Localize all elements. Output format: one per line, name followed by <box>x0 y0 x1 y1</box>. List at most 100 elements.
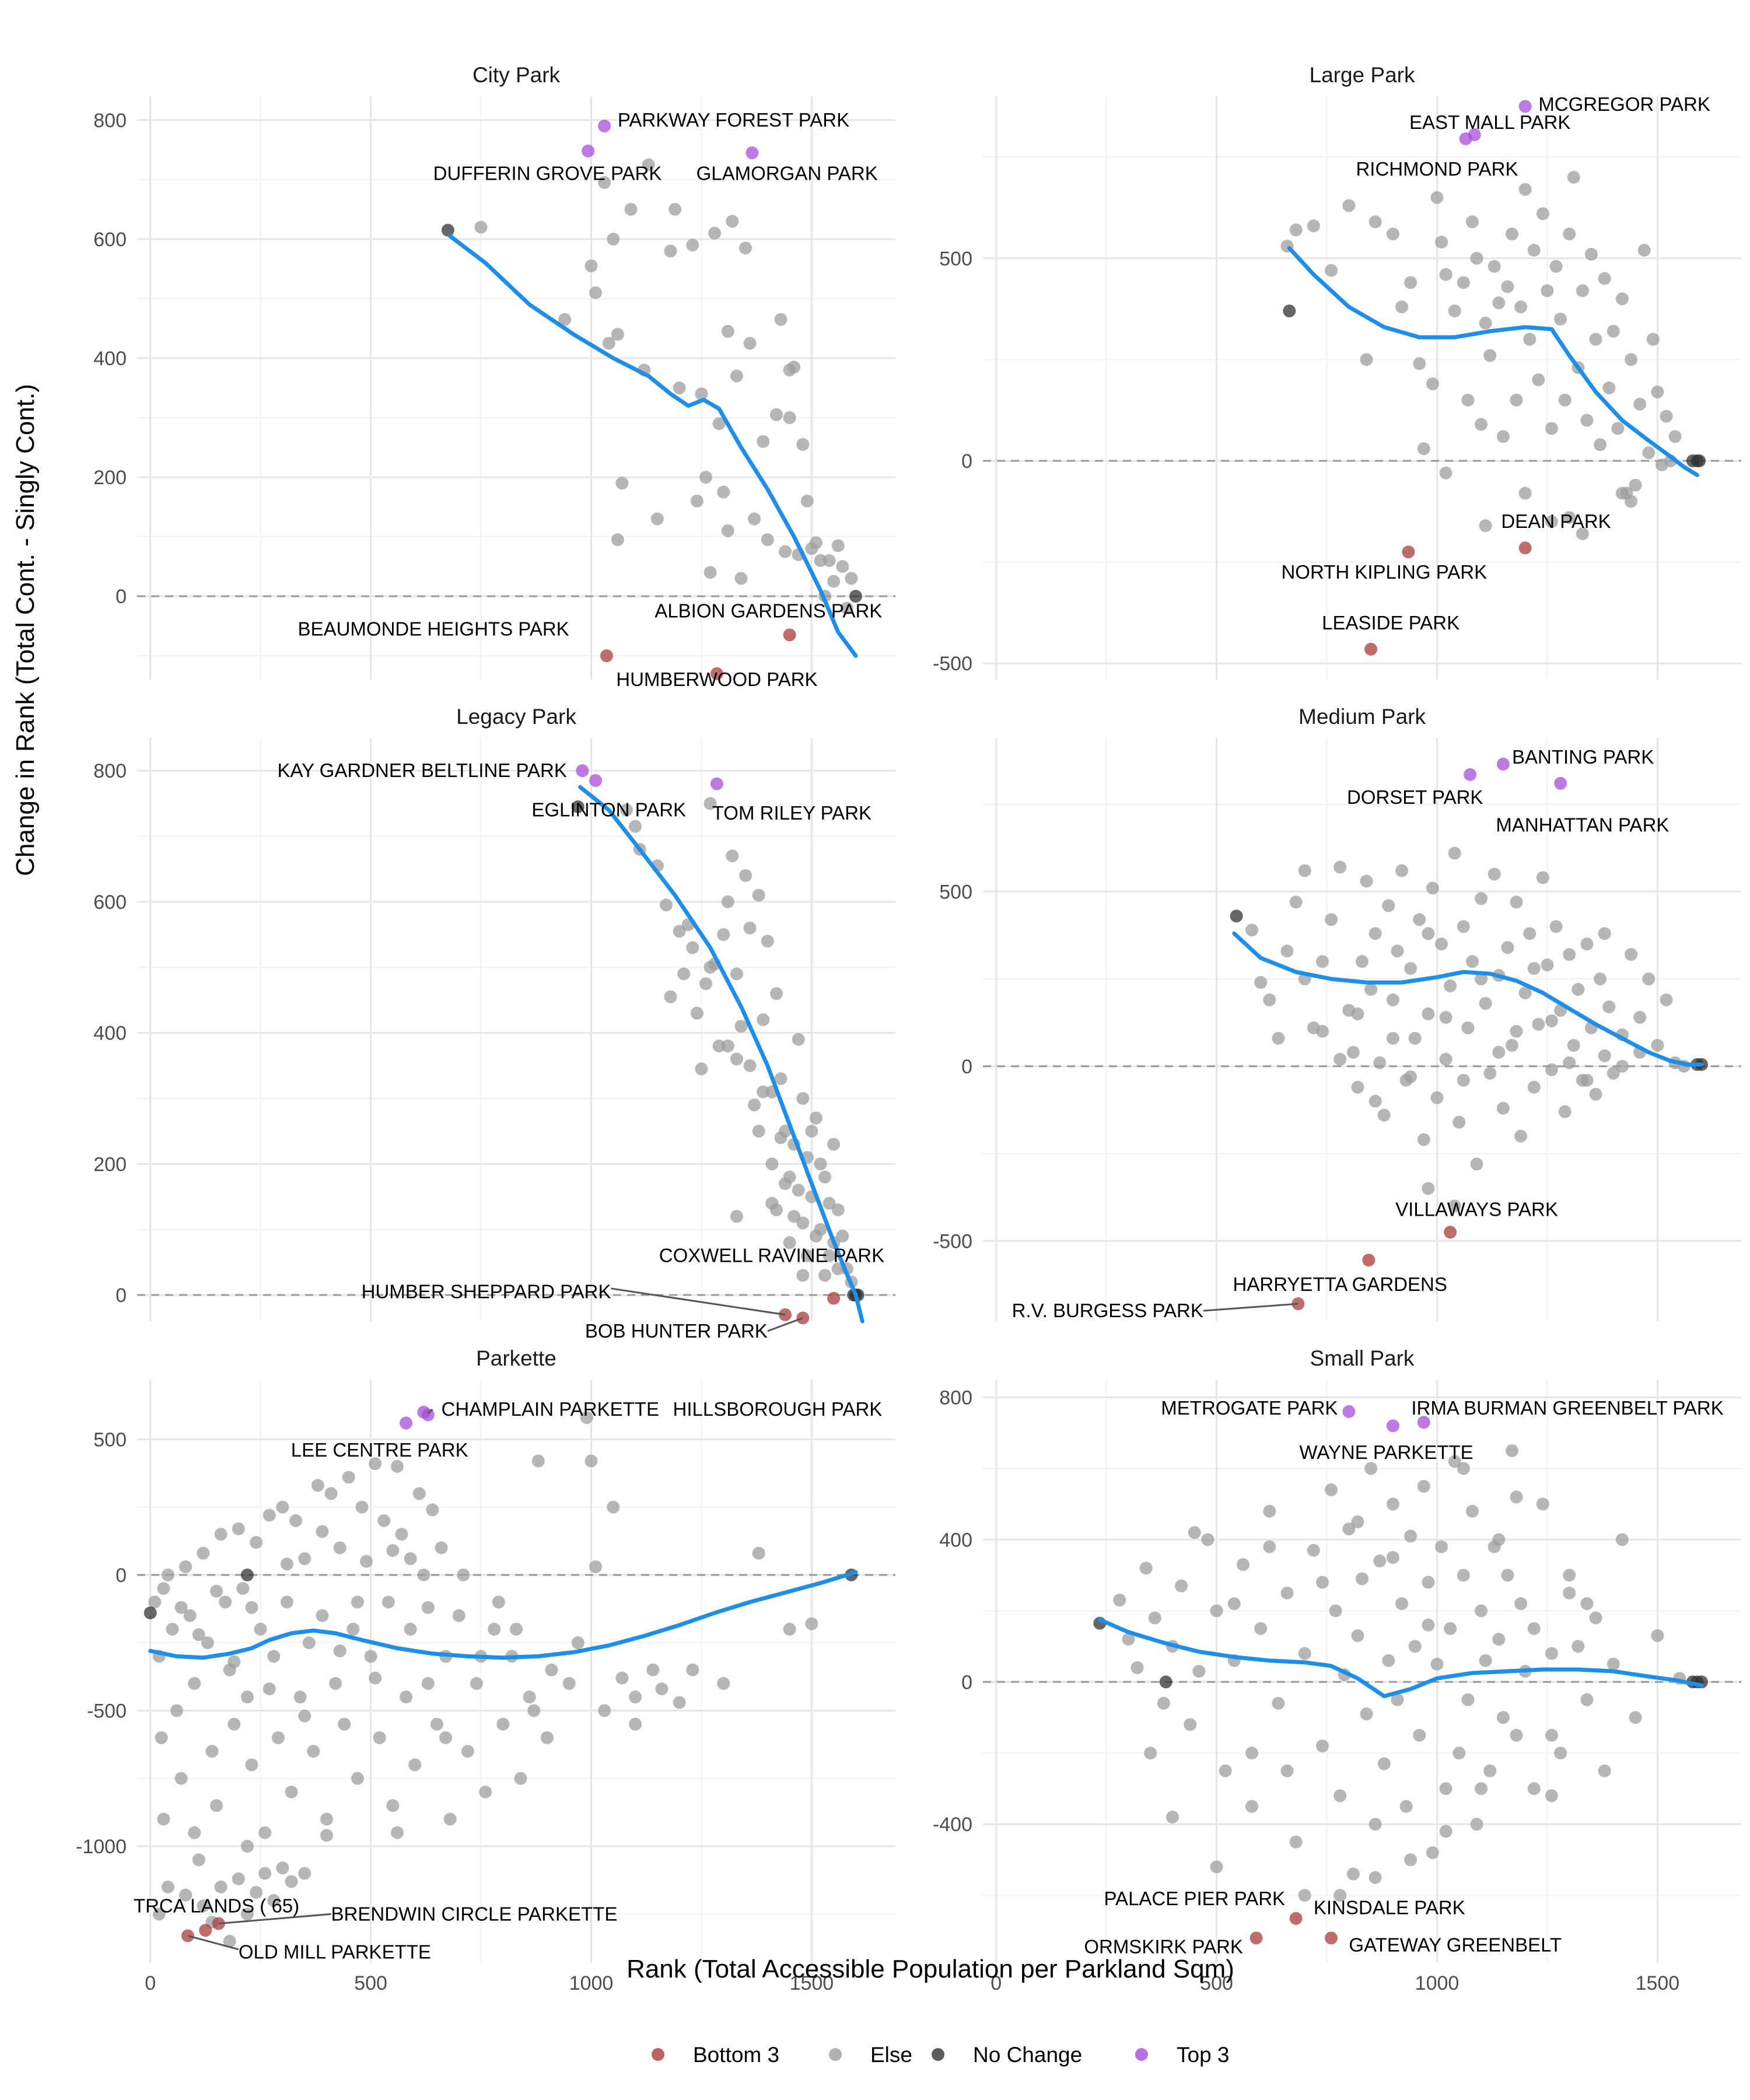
else-point <box>1563 1586 1576 1600</box>
else-point <box>1572 983 1585 996</box>
smooth-trend-line <box>1097 1618 1704 1699</box>
else-point <box>796 438 810 451</box>
else-point <box>1422 927 1435 940</box>
else-point <box>245 1601 258 1614</box>
point-label: HUMBERWOOD PARK <box>616 668 817 690</box>
else-point <box>157 1582 170 1595</box>
label-leader-line <box>187 1935 239 1951</box>
top-3-point <box>1518 100 1532 113</box>
else-point <box>421 1676 435 1690</box>
legend-item-bottom-3: Bottom 3 <box>652 2043 779 2067</box>
else-point <box>748 512 761 526</box>
else-point <box>739 869 752 882</box>
else-point <box>1496 1101 1510 1115</box>
else-point <box>704 566 717 579</box>
legend-label: Bottom 3 <box>693 2043 779 2067</box>
else-point <box>1439 1825 1452 1838</box>
else-point <box>1315 955 1329 968</box>
else-point <box>1404 1530 1418 1543</box>
else-point <box>1356 955 1368 968</box>
else-point <box>774 1131 788 1144</box>
top-3-point <box>1468 128 1481 141</box>
else-point <box>1567 1038 1580 1052</box>
point-label: KINSDALE PARK <box>1314 1896 1465 1918</box>
else-point <box>316 1609 329 1622</box>
top-3-point <box>400 1416 413 1430</box>
legend-label: No Change <box>973 2043 1082 2067</box>
else-point <box>1148 1611 1161 1625</box>
point-label: DUFFERIN GROVE PARK <box>433 163 662 184</box>
point-label: MCGREGOR PARK <box>1538 93 1710 115</box>
bottom-3-point <box>600 649 613 663</box>
else-point <box>1594 438 1607 452</box>
else-point <box>174 1601 188 1614</box>
else-point <box>1448 1455 1461 1468</box>
else-point <box>752 1125 765 1138</box>
x-tick-label: 1000 <box>1415 1972 1460 1994</box>
else-point <box>1386 1550 1399 1564</box>
else-point <box>1373 1554 1387 1567</box>
else-point <box>531 1454 545 1468</box>
else-point <box>1298 864 1311 877</box>
else-point <box>320 1812 333 1826</box>
else-point <box>642 158 655 172</box>
else-point <box>1386 1497 1399 1511</box>
else-point <box>1532 1018 1545 1031</box>
y-tick-label: -500 <box>87 1700 127 1722</box>
else-point <box>170 1704 184 1717</box>
else-point <box>1598 1764 1611 1777</box>
else-point <box>620 803 633 817</box>
else-point <box>523 1690 536 1704</box>
else-point <box>1615 292 1629 306</box>
else-point <box>276 1500 289 1514</box>
else-point <box>1404 1853 1418 1867</box>
else-point <box>1448 1199 1461 1213</box>
else-point <box>615 477 629 490</box>
else-point <box>1386 993 1399 1007</box>
point-label: BRENDWIN CIRCLE PARKETTE <box>331 1903 618 1924</box>
else-point <box>1563 948 1576 961</box>
legend-key <box>932 2048 944 2061</box>
else-point <box>183 1609 197 1622</box>
else-point <box>1325 264 1338 277</box>
else-point <box>1589 1611 1602 1625</box>
else-point <box>602 337 615 350</box>
else-point <box>1457 1073 1470 1087</box>
legend-label: Top 3 <box>1177 2043 1230 2067</box>
legend-item-else: Else <box>829 2043 912 2067</box>
else-point <box>699 471 712 484</box>
else-point <box>1364 1462 1378 1475</box>
else-point <box>730 967 743 981</box>
else-point <box>320 1829 333 1842</box>
else-point <box>1157 1696 1170 1710</box>
else-point <box>809 1229 822 1242</box>
else-point <box>1580 937 1594 951</box>
else-point <box>788 1210 801 1223</box>
else-point <box>822 554 836 567</box>
else-point <box>1492 1633 1506 1646</box>
panel-small-park: Small Park -400 0 400 800 0 500 1000 1500 METROGA… <box>933 1346 1741 1994</box>
else-point <box>1351 1080 1364 1094</box>
else-point <box>1479 519 1492 533</box>
else-point <box>1545 422 1558 435</box>
else-point <box>1651 1629 1664 1643</box>
else-point <box>430 1717 443 1731</box>
else-point <box>717 928 730 942</box>
else-point <box>1536 1497 1549 1511</box>
else-point <box>836 1229 849 1242</box>
else-point <box>743 921 757 935</box>
else-point <box>1589 332 1602 346</box>
else-point <box>289 1514 303 1527</box>
else-point <box>1351 1007 1364 1021</box>
else-point <box>822 1196 836 1210</box>
point-label: DEAN PARK <box>1501 510 1611 532</box>
y-tick-label: 0 <box>116 586 127 608</box>
else-point <box>311 1479 324 1492</box>
else-point <box>1615 487 1629 500</box>
else-point <box>721 895 734 908</box>
else-point <box>730 1052 743 1066</box>
bottom-3-point <box>199 1924 212 1937</box>
else-point <box>690 494 704 508</box>
else-point <box>805 1125 818 1138</box>
